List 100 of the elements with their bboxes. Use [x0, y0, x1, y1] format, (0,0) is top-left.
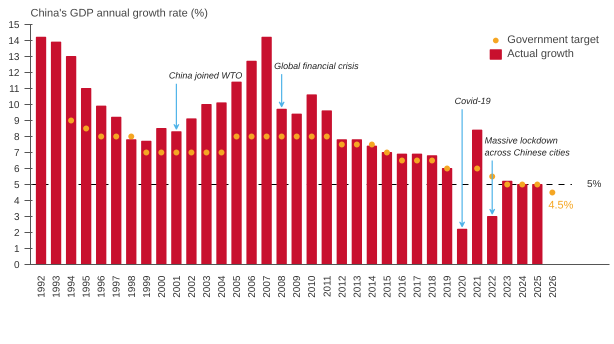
bar [36, 36, 46, 264]
point [354, 142, 360, 148]
point [128, 134, 134, 140]
x-tick-label: 2005 [232, 275, 244, 298]
point [188, 150, 194, 156]
bar [66, 56, 76, 264]
point [519, 182, 526, 188]
y-tick-label: 5 [14, 180, 20, 191]
bar [231, 82, 242, 264]
chart-title: China's GDP annual growth rate (%) [30, 8, 208, 20]
x-tick-label: 2021 [472, 275, 484, 298]
x-tick-label: 2003 [202, 275, 213, 298]
point [173, 150, 180, 156]
bar [111, 116, 122, 264]
x-tick-label: 2020 [458, 275, 469, 298]
x-tick-label: 2011 [322, 275, 334, 298]
x-tick-label: 2009 [292, 275, 304, 298]
x-tick-label: 2025 [532, 275, 544, 298]
bar [412, 154, 422, 264]
point [414, 158, 420, 164]
ref-line-label: 5% [586, 179, 602, 190]
x-tick-label: 1998 [126, 275, 138, 298]
y-tick-label: 0 [14, 260, 20, 271]
x-tick-label: 1992 [36, 275, 48, 298]
bar [442, 168, 452, 264]
y-tick-label: 14 [8, 36, 20, 47]
x-tick-label: 2017 [412, 275, 424, 298]
bar [80, 88, 92, 264]
bar [396, 154, 408, 264]
point [549, 190, 556, 196]
x-tick-label: 2022 [488, 275, 499, 298]
point [474, 166, 480, 172]
point [324, 134, 330, 140]
x-tick-label: 1997 [112, 275, 123, 298]
point [338, 142, 345, 148]
point [68, 118, 74, 124]
bar [382, 152, 392, 264]
point [83, 126, 90, 132]
bar [517, 184, 528, 264]
x-tick-label: 1993 [52, 275, 63, 298]
annotation: Massive lockdown across Chinese cities [484, 135, 570, 158]
bar [426, 155, 438, 264]
bar [306, 94, 317, 264]
y-tick-label: 2 [14, 228, 20, 239]
y-tick-label: 4 [14, 196, 20, 207]
bar [201, 104, 212, 264]
bar [156, 128, 166, 264]
y-tick-label: 3 [14, 212, 20, 223]
point [384, 150, 390, 156]
x-tick-label: 2013 [352, 275, 364, 298]
point [278, 134, 285, 140]
legend-label: Government target [507, 34, 599, 46]
bar [532, 184, 542, 264]
bar [141, 140, 152, 264]
y-tick-label: 13 [8, 52, 20, 63]
point [264, 134, 270, 140]
annotation: China joined WTO [168, 70, 242, 80]
y-tick-label: 9 [14, 116, 20, 127]
y-tick-label: 10 [8, 100, 20, 111]
point [444, 166, 450, 172]
point [203, 150, 210, 156]
point [308, 134, 315, 140]
bar [322, 110, 332, 264]
x-tick-label: 2012 [337, 275, 348, 298]
bar [261, 36, 272, 264]
y-tick-label: 6 [14, 164, 20, 175]
bar [171, 131, 182, 264]
point [158, 150, 164, 156]
x-tick-label: 2008 [277, 275, 288, 298]
x-tick-label: 2007 [262, 275, 274, 298]
bar [186, 118, 197, 264]
point [113, 134, 120, 140]
bar [50, 42, 62, 264]
y-tick-label: 8 [14, 132, 20, 143]
point [398, 158, 405, 164]
y-tick-label: 12 [8, 68, 20, 79]
bar [487, 216, 498, 264]
x-tick-label: 2016 [397, 275, 408, 298]
point [534, 182, 540, 188]
point [368, 142, 375, 148]
x-tick-label: 2006 [247, 275, 258, 298]
point [218, 150, 224, 156]
bar [352, 139, 362, 264]
point [143, 150, 150, 156]
x-tick-label: 1996 [96, 275, 108, 298]
annotation: Covid-19 [454, 96, 491, 106]
y-tick-label: 1 [14, 244, 20, 255]
x-tick-label: 2026 [548, 275, 559, 298]
x-tick-label: 2004 [216, 275, 228, 298]
x-tick-label: 2010 [307, 275, 318, 298]
x-tick-label: 2024 [518, 275, 529, 298]
data-label: 4.5% [548, 200, 574, 212]
legend-label: Actual growth [507, 48, 574, 60]
bar [366, 146, 378, 264]
y-tick-label: 15 [8, 20, 20, 31]
x-tick-label: 1999 [142, 275, 153, 298]
x-tick-label: 2000 [156, 275, 168, 298]
x-tick-label: 2014 [367, 275, 378, 298]
point [504, 182, 510, 188]
x-tick-label: 2001 [172, 275, 183, 298]
